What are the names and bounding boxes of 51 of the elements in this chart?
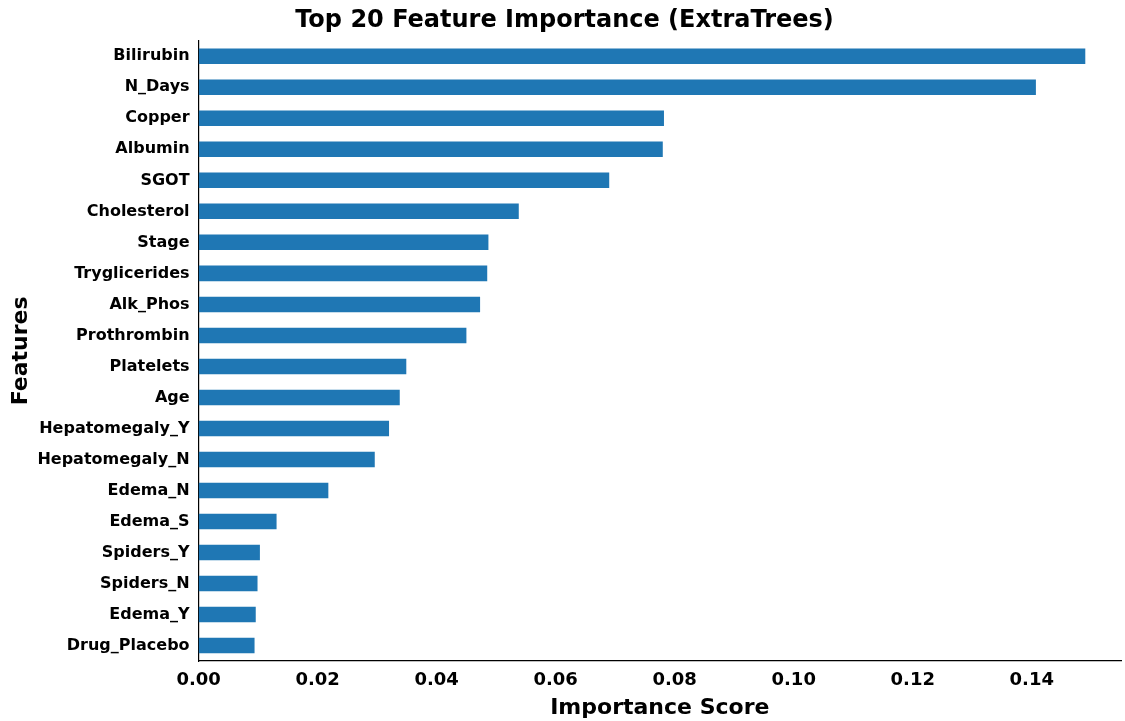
y-tick-label: Copper [125, 107, 190, 127]
bar [198, 203, 519, 220]
x-tick-label: 0.10 [771, 668, 816, 690]
bar [198, 420, 390, 437]
x-tick-label: 0.14 [1009, 668, 1054, 690]
bar [198, 575, 258, 592]
bar [198, 637, 255, 654]
bar [198, 110, 664, 127]
bar [198, 451, 375, 468]
y-tick-label: Spiders_N [100, 572, 190, 592]
y-tick-label: Stage [137, 231, 190, 251]
y-tick-label: Age [154, 386, 190, 406]
y-tick-label: Hepatomegaly_N [37, 448, 190, 468]
x-axis-title: Importance Score [550, 693, 770, 719]
bar [198, 482, 329, 499]
bar [198, 141, 663, 158]
y-axis-title: Features [6, 296, 32, 406]
y-tick-label: N_Days [124, 76, 190, 96]
y-tick-label: Drug_Placebo [66, 634, 190, 654]
bar [198, 389, 400, 406]
chart-title: Top 20 Feature Importance (ExtraTrees) [295, 4, 834, 33]
y-tick-label: Hepatomegaly_Y [39, 417, 191, 437]
y-tick-label: Albumin [115, 138, 190, 158]
bar [198, 327, 467, 344]
bar [198, 606, 256, 623]
bar [198, 513, 277, 530]
bar [198, 296, 481, 313]
y-tick-label: Alk_Phos [109, 293, 190, 313]
y-tick-label: SGOT [140, 169, 190, 189]
bar [198, 234, 489, 251]
y-tick-label: Edema_N [107, 479, 190, 499]
y-tick-label: Edema_Y [109, 603, 191, 623]
x-tick-label: 0.02 [295, 668, 340, 690]
bar [198, 265, 488, 282]
y-tick-label: Bilirubin [113, 45, 190, 65]
y-tick-label: Spiders_Y [101, 541, 191, 561]
x-tick-label: 0.08 [652, 668, 697, 690]
x-tick-label: 0.04 [414, 668, 459, 690]
bar [198, 358, 407, 375]
y-tick-label: Cholesterol [86, 200, 190, 220]
bar [198, 544, 260, 561]
x-tick-label: 0.12 [890, 668, 935, 690]
y-tick-label: Prothrombin [76, 324, 190, 344]
y-tick-label: Tryglicerides [74, 262, 190, 282]
x-tick-label: 0.00 [176, 668, 221, 690]
bar [198, 79, 1036, 96]
bar [198, 48, 1086, 65]
x-tick-label: 0.06 [533, 668, 578, 690]
y-tick-label: Platelets [109, 355, 190, 375]
y-tick-label: Edema_S [109, 510, 190, 530]
bar [198, 172, 610, 189]
